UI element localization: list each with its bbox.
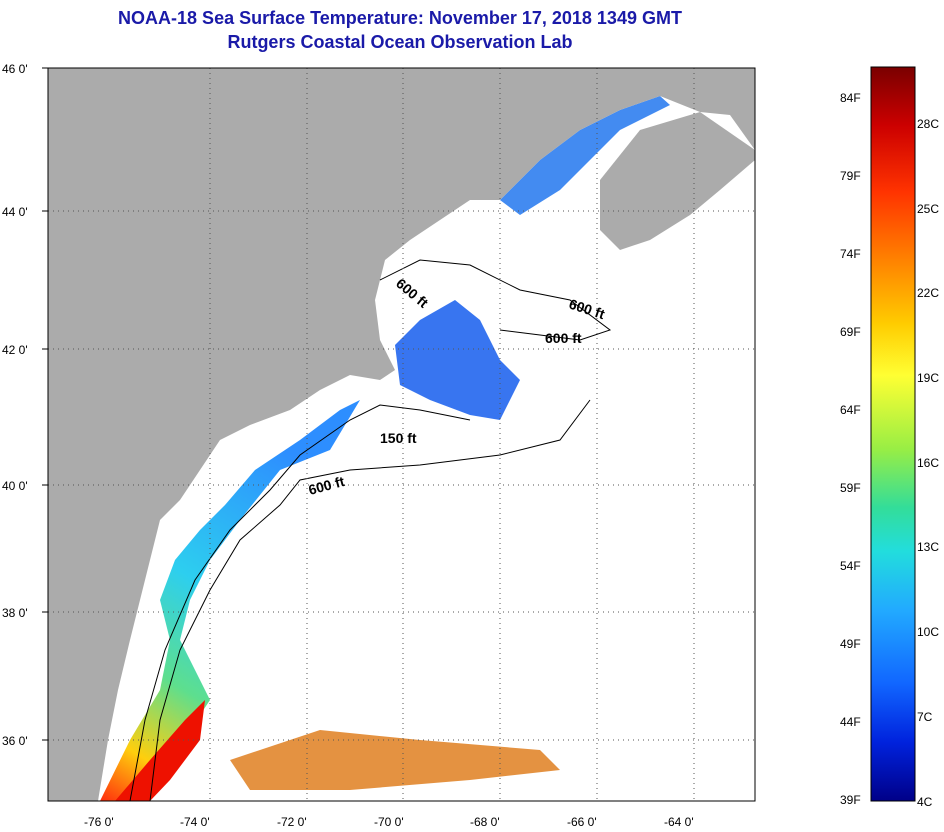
offshore-orange-patches bbox=[230, 730, 560, 790]
cb-c-25: 25C bbox=[917, 202, 939, 216]
maine-coast-blue bbox=[500, 96, 670, 215]
graticule bbox=[48, 68, 755, 801]
nova-scotia-land bbox=[600, 112, 755, 250]
lon-label-72: -72 0' bbox=[277, 815, 307, 829]
lat-label-46: 46 0' bbox=[2, 62, 28, 76]
cb-f-74: 74F bbox=[840, 247, 861, 261]
lon-label-68: -68 0' bbox=[470, 815, 500, 829]
cb-c-10: 10C bbox=[917, 625, 939, 639]
contour-600ft-main bbox=[149, 399, 591, 801]
cb-f-49: 49F bbox=[840, 637, 861, 651]
lat-label-42: 42 0' bbox=[2, 343, 28, 357]
map-title: NOAA-18 Sea Surface Temperature: Novembe… bbox=[118, 8, 682, 28]
cb-f-64: 64F bbox=[840, 403, 861, 417]
map-frame bbox=[47, 67, 756, 802]
cb-f-44: 44F bbox=[840, 715, 861, 729]
colorbar bbox=[870, 66, 916, 802]
map-area: 600 ft 600 ft 600 ft 150 ft 600 ft bbox=[48, 68, 755, 801]
lat-label-38: 38 0' bbox=[2, 606, 28, 620]
cb-c-28: 28C bbox=[917, 117, 939, 131]
lon-label-76: -76 0' bbox=[84, 815, 114, 829]
cb-f-84: 84F bbox=[840, 91, 861, 105]
cb-c-4: 4C bbox=[917, 795, 933, 809]
cb-c-13: 13C bbox=[917, 540, 939, 554]
lon-label-74: -74 0' bbox=[180, 815, 210, 829]
cb-f-39: 39F bbox=[840, 793, 861, 807]
cb-f-54: 54F bbox=[840, 559, 861, 573]
contour-150ft bbox=[129, 404, 471, 801]
lon-label-64: -64 0' bbox=[664, 815, 694, 829]
warm-gulfstream-edge bbox=[115, 700, 205, 801]
gom-blue-patch bbox=[395, 300, 520, 420]
lat-ticks bbox=[42, 67, 48, 741]
cb-c-22: 22C bbox=[917, 286, 939, 300]
cb-f-59: 59F bbox=[840, 481, 861, 495]
cb-c-7: 7C bbox=[917, 710, 933, 724]
land-mass bbox=[48, 68, 755, 801]
lon-label-70: -70 0' bbox=[374, 815, 404, 829]
cb-c-16: 16C bbox=[917, 456, 939, 470]
lat-label-40: 40 0' bbox=[2, 479, 28, 493]
lon-label-66: -66 0' bbox=[567, 815, 597, 829]
lat-label-36: 36 0' bbox=[2, 734, 28, 748]
contour-label-600-georges: 600 ft bbox=[545, 330, 582, 346]
map-subtitle: Rutgers Coastal Ocean Observation Lab bbox=[227, 32, 573, 52]
cb-c-19: 19C bbox=[917, 371, 939, 385]
cb-f-79: 79F bbox=[840, 169, 861, 183]
contour-600ft-gom bbox=[379, 259, 612, 341]
lat-label-44: 44 0' bbox=[2, 205, 28, 219]
contour-label-150: 150 ft bbox=[380, 430, 417, 446]
cb-f-69: 69F bbox=[840, 325, 861, 339]
